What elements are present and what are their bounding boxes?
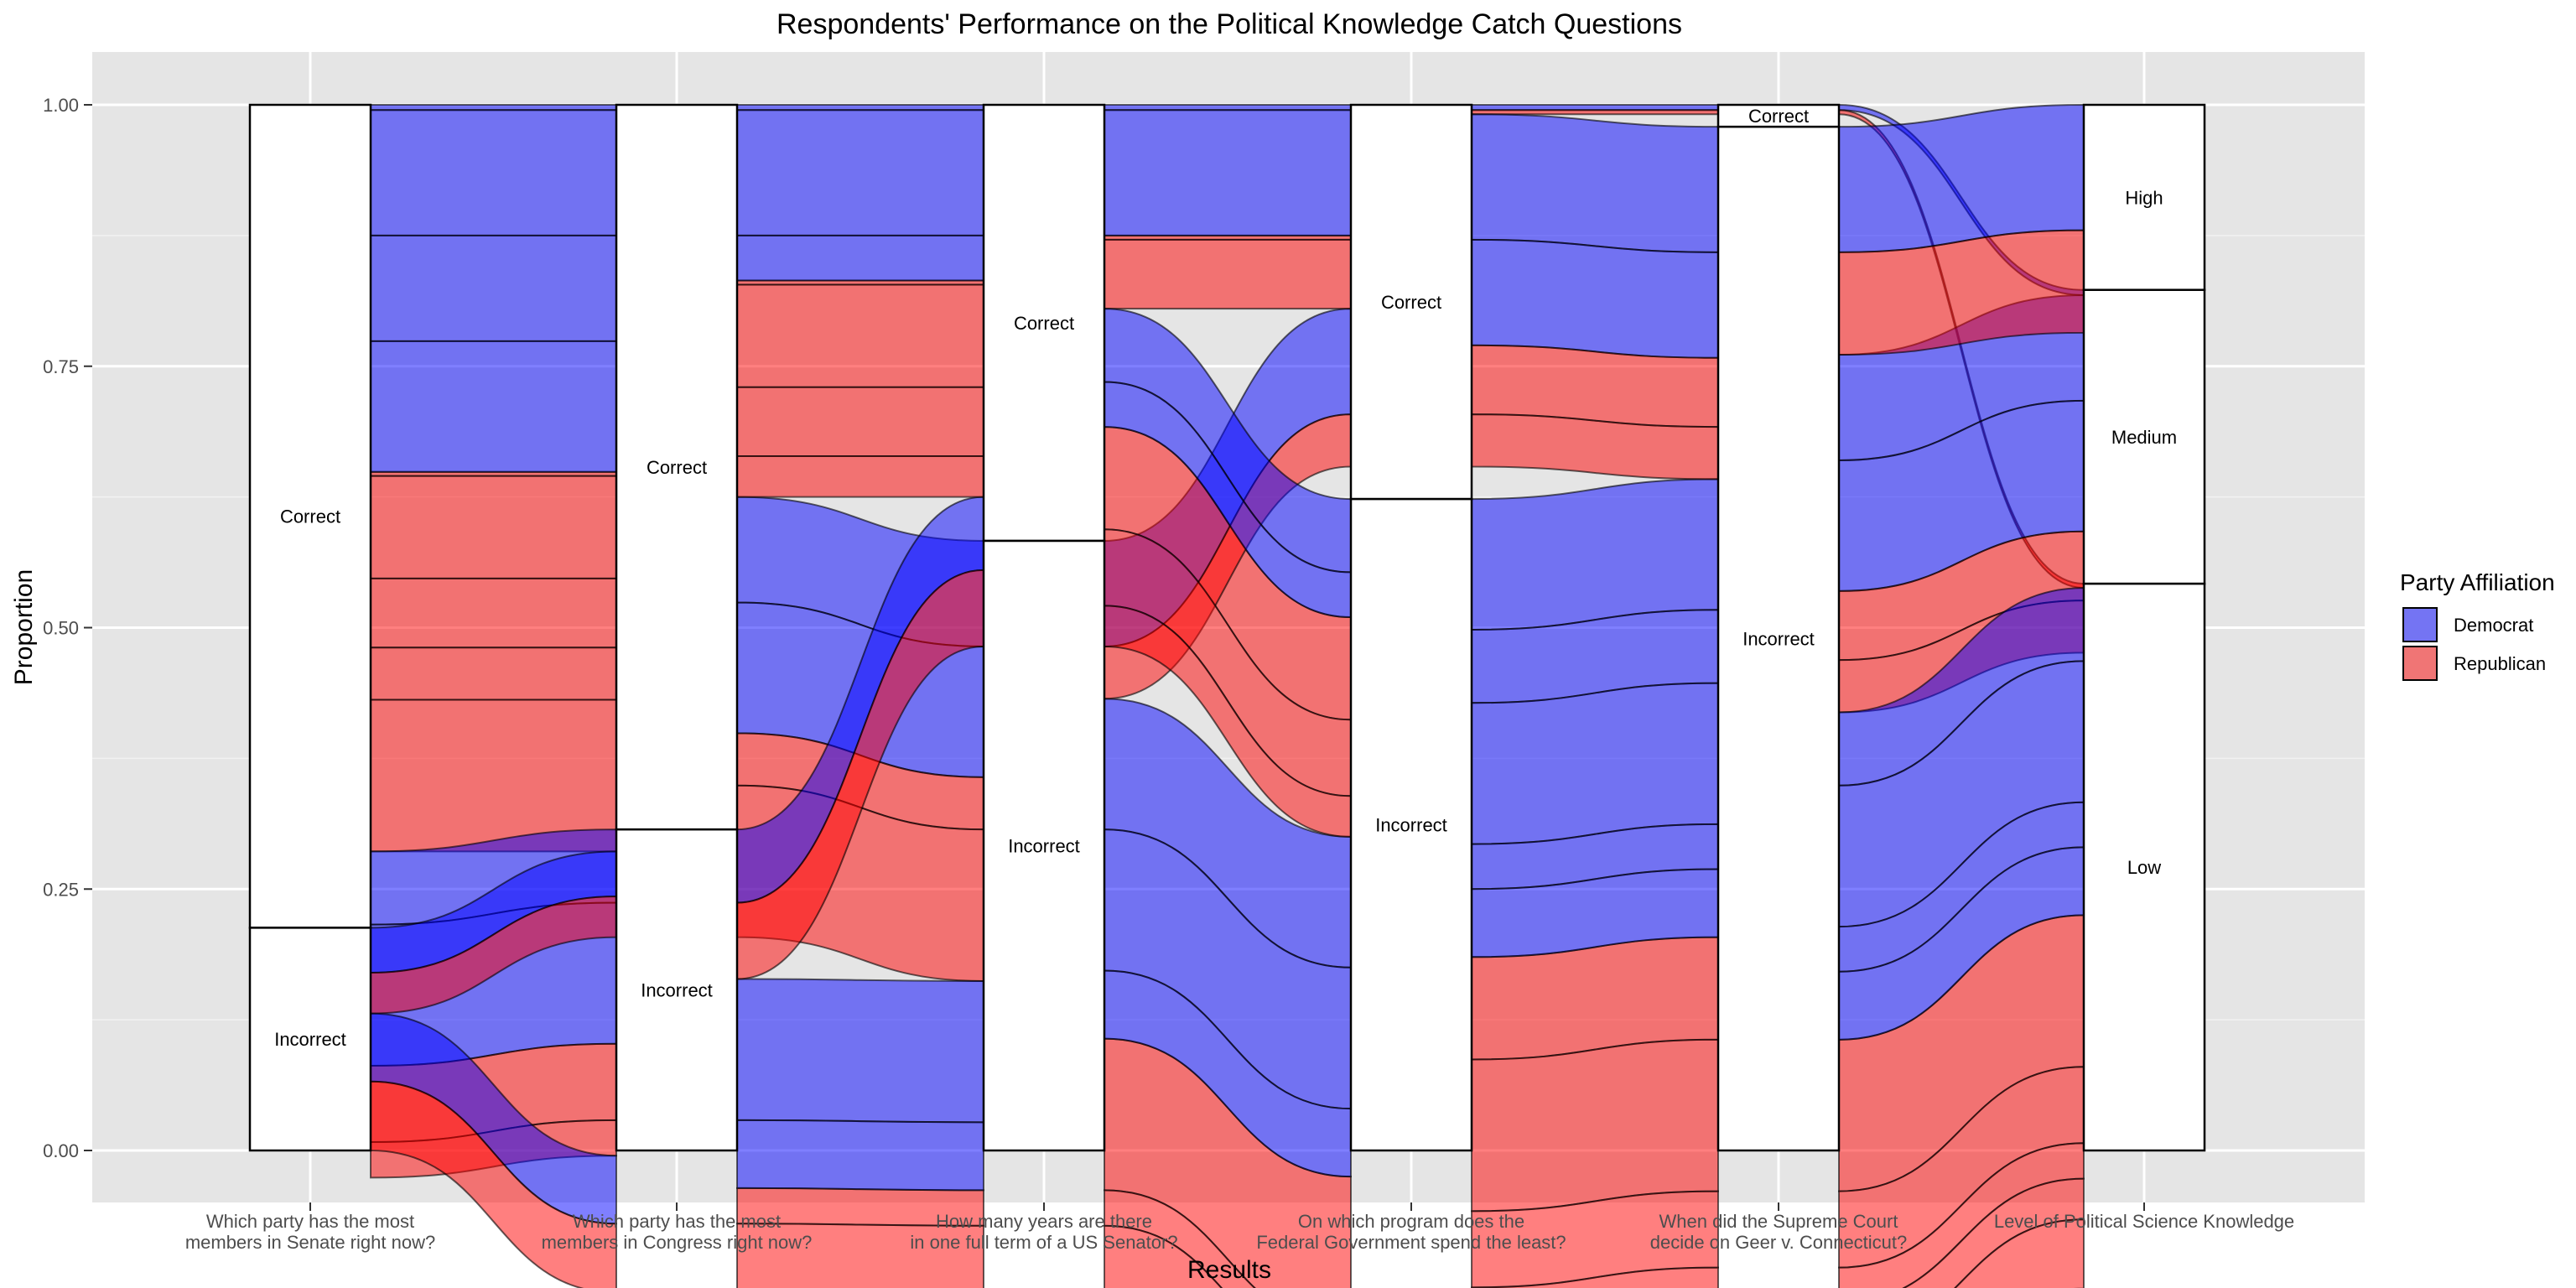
legend-key-republican — [2402, 646, 2438, 681]
legend-key-democrat — [2402, 607, 2438, 642]
stratum-label: Incorrect — [1008, 835, 1080, 856]
flow-democrat — [370, 234, 617, 342]
flow-republican — [370, 1080, 617, 1288]
stratum-label: Incorrect — [1375, 815, 1447, 836]
stratum-medium — [2082, 288, 2206, 585]
y-tick-label: 0.75 — [43, 356, 79, 377]
flow-republican — [1104, 238, 1352, 310]
stratum-incorrect — [1349, 497, 1473, 1152]
x-tick-label: Level of Political Science Knowledge — [1994, 1211, 2294, 1232]
chart-title: Respondents' Performance on the Politica… — [776, 8, 1682, 40]
flow-republican — [736, 454, 984, 498]
x-tick-label: in one full term of a US Senator? — [910, 1232, 1177, 1253]
stratum-incorrect — [1716, 125, 1841, 1152]
flow-republican — [736, 1223, 984, 1288]
x-tick-label: When did the Supreme Court — [1659, 1211, 1898, 1232]
x-tick-label: Which party has the most — [206, 1211, 414, 1232]
flow-democrat — [736, 978, 984, 1124]
x-tick-label: members in Senate right now? — [185, 1232, 435, 1253]
y-axis-title: Proportion — [10, 569, 38, 685]
flow-democrat — [370, 340, 617, 473]
stratum-label: High — [2125, 187, 2163, 208]
x-tick-label: On which program does the — [1298, 1211, 1524, 1232]
y-axis: 0.00 0.25 0.50 0.75 1.00 — [43, 95, 92, 1161]
flow-democrat — [1471, 113, 1719, 253]
x-tick-label: Federal Government spend the least? — [1256, 1232, 1566, 1253]
flow-democrat — [736, 234, 984, 282]
flow-democrat — [1471, 682, 1719, 845]
flow-republican — [1471, 1038, 1719, 1213]
stratum-incorrect — [615, 828, 739, 1152]
flow-republican — [1471, 1266, 1719, 1288]
stratum-correct — [615, 103, 739, 831]
flow-republican — [1954, 1218, 2085, 1288]
stratum-label: Correct — [1381, 292, 1441, 313]
legend-label-republican: Republican — [2454, 653, 2546, 674]
flow-democrat — [1471, 238, 1719, 359]
stratum-label: Correct — [647, 457, 707, 478]
stratum-label: Incorrect — [1742, 629, 1815, 650]
y-tick-label: 1.00 — [43, 95, 79, 116]
flow-republican — [370, 475, 617, 579]
stratum-correct — [1349, 103, 1473, 501]
flow-republican — [370, 577, 617, 649]
stratum-label: Medium — [2111, 427, 2177, 448]
x-tick-label: How many years are there — [936, 1211, 1152, 1232]
stratum-label: Correct — [1748, 106, 1809, 127]
x-tick-label: decide on Geer v. Connecticut? — [1650, 1232, 1908, 1253]
stratum-label: Correct — [280, 506, 340, 527]
stratum-low — [2082, 582, 2206, 1152]
flow-democrat — [370, 109, 617, 236]
x-axis-title: Results — [1187, 1256, 1271, 1284]
flow-democrat — [1104, 109, 1352, 236]
stratum-incorrect — [982, 539, 1106, 1152]
x-tick-label: members in Congress right now? — [542, 1232, 813, 1253]
legend-title: Party Affiliation — [2400, 569, 2555, 595]
flow-democrat — [736, 109, 984, 236]
stratum-correct — [982, 103, 1106, 543]
flow-republican — [370, 647, 617, 701]
stratum-label: Correct — [1014, 313, 1074, 334]
flow-republican — [370, 699, 617, 853]
flow-democrat — [736, 1119, 984, 1192]
flow-republican — [1471, 109, 1719, 116]
stratum-label: Incorrect — [274, 1029, 346, 1050]
y-tick-label: 0.00 — [43, 1140, 79, 1161]
legend: Party Affiliation Democrat Republican — [2400, 569, 2555, 681]
x-tick-label: Which party has the most — [573, 1211, 781, 1232]
flow-democrat — [1838, 103, 2085, 253]
stratum-high — [2082, 103, 2206, 291]
stratum-label: Incorrect — [641, 980, 713, 1001]
y-tick-label: 0.25 — [43, 879, 79, 900]
stratum-label: Low — [2127, 857, 2161, 878]
stratum-correct — [1716, 103, 1841, 128]
y-tick-label: 0.50 — [43, 618, 79, 639]
stratum-incorrect — [248, 927, 372, 1152]
strata: Correct Incorrect Correct Incorrect Correct I… — [248, 103, 2206, 1152]
flow-democrat — [1471, 478, 1719, 631]
legend-label-democrat: Democrat — [2454, 615, 2533, 636]
flow-republican — [736, 283, 984, 388]
flow-republican — [1104, 1224, 1223, 1288]
flow-democrat — [1104, 969, 1352, 1178]
flow-republican — [736, 386, 984, 457]
stratum-correct — [248, 103, 372, 929]
